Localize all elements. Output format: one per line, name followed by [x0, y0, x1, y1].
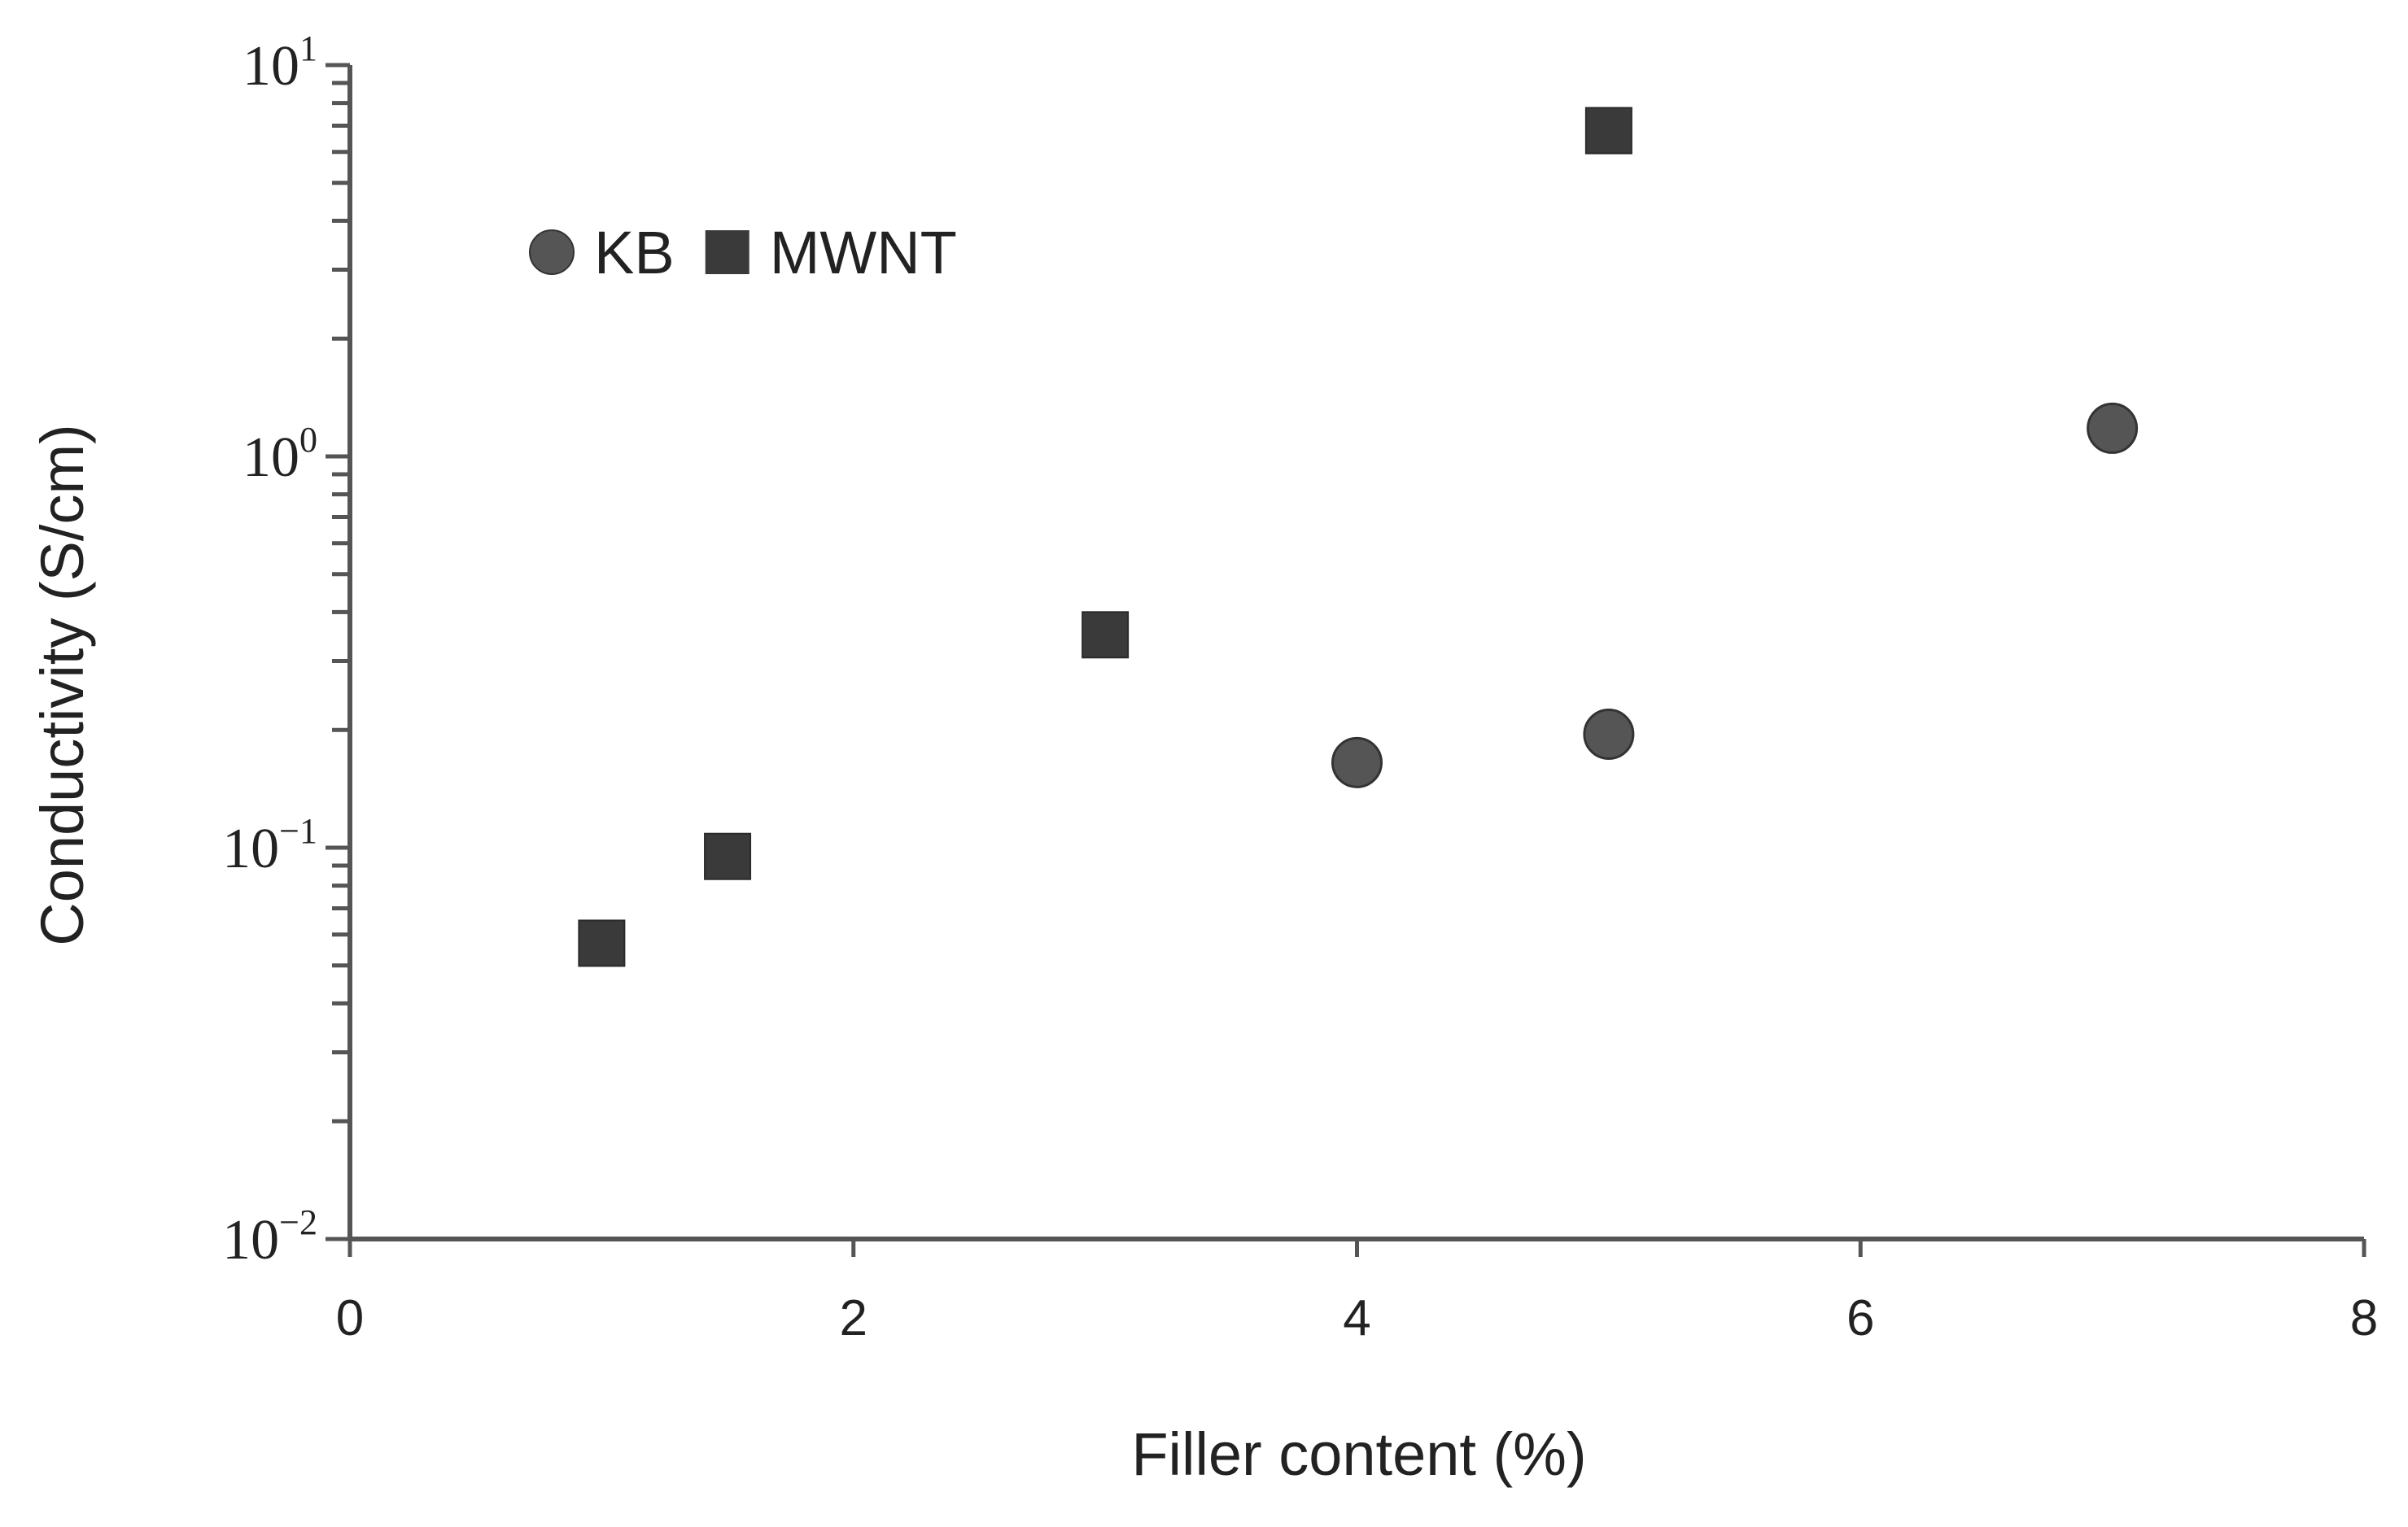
mwnt-point [704, 832, 752, 880]
legend-label: MWNT [770, 219, 957, 286]
data-points [578, 107, 2139, 967]
x-axis-title: Filler content (%) [1131, 1420, 1586, 1488]
x-tick-label: 0 [336, 1290, 364, 1346]
kb-point [1583, 708, 1635, 760]
tick-labels: 0 2 4 6 8 101 100 10−1 10−2 [222, 28, 2378, 1346]
x-tick-label: 4 [1343, 1290, 1370, 1346]
y-tick-label: 100 [243, 420, 317, 489]
legend-label: KB [594, 219, 675, 286]
y-tick-label: 101 [243, 28, 317, 98]
x-tick-label: 6 [1846, 1290, 1874, 1346]
legend-kb-marker [529, 229, 575, 275]
mwnt-point [578, 919, 626, 967]
kb-point [2087, 402, 2139, 454]
kb-point [1331, 736, 1383, 788]
axes [326, 63, 2366, 1257]
x-tick-label: 8 [2350, 1290, 2378, 1346]
x-tick-label: 2 [840, 1290, 867, 1346]
legend-mwnt-marker [705, 230, 749, 274]
y-tick-label: 10−2 [222, 1202, 317, 1272]
y-axis-title: Conductivity (S/cm) [28, 424, 96, 945]
legend: KB MWNT [529, 219, 957, 286]
mwnt-point [1082, 611, 1130, 659]
y-tick-label: 10−1 [222, 811, 317, 880]
mwnt-point [1584, 107, 1632, 155]
